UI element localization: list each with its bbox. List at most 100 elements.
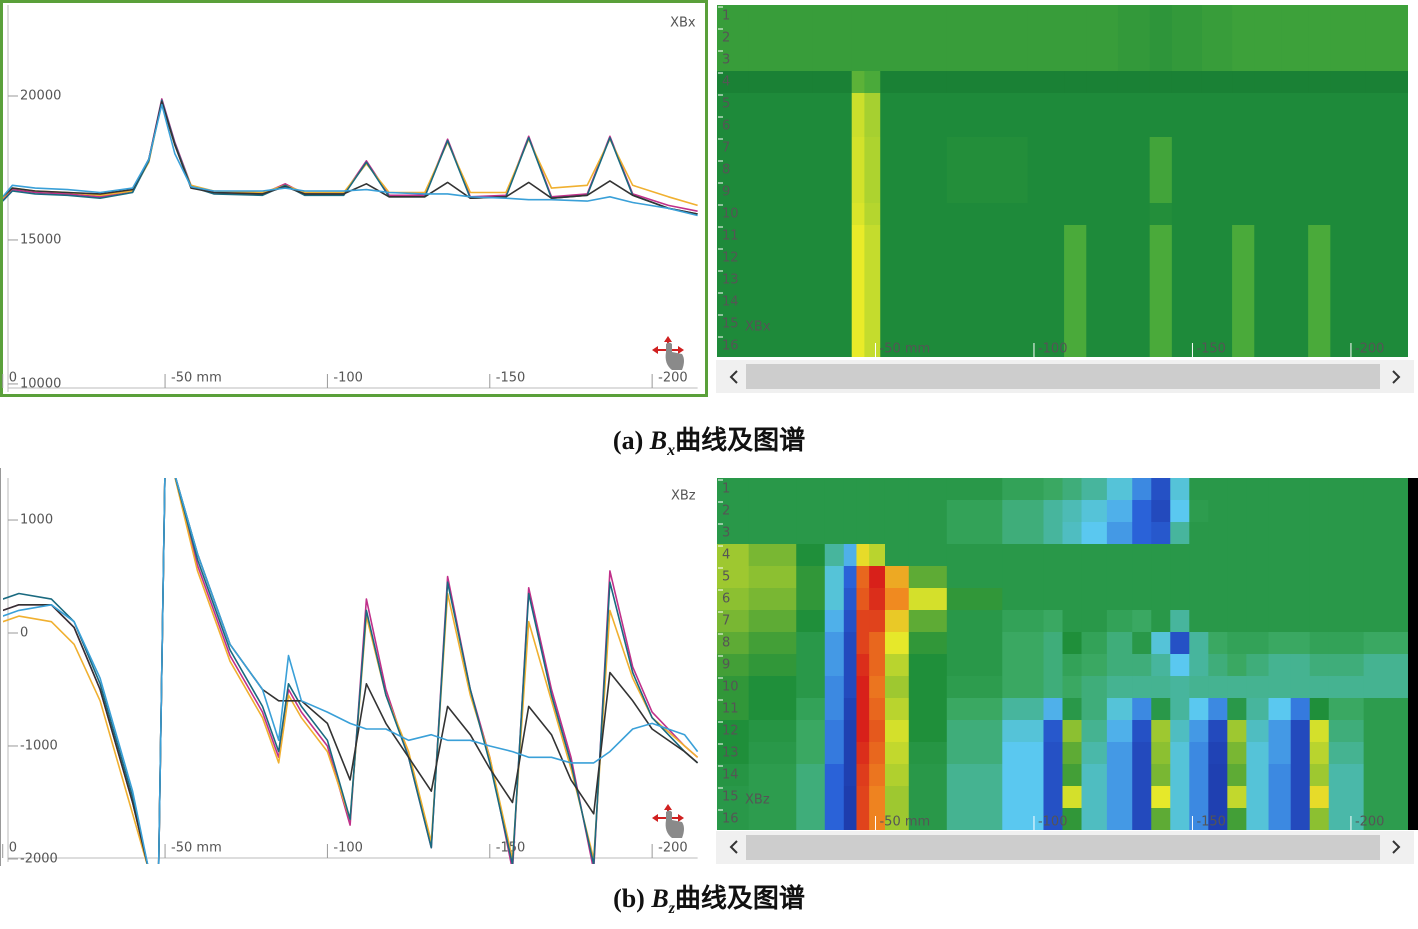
heatmap-cell [864,159,881,182]
heatmap-cell [1201,247,1233,270]
heatmap-cell [1309,676,1330,699]
heatmap-cell [1365,49,1408,72]
heatmap-cell [748,588,797,611]
heatmap-cell [1309,610,1330,633]
heatmap-cell [824,786,845,809]
heatmap-cell [1208,808,1228,830]
heatmap-cell [796,500,826,523]
row-label: 14 [722,295,739,310]
heatmap-cell [812,49,853,72]
heatmap-cell [824,676,845,699]
heatmap-cell [824,742,845,765]
heatmap-cell [1328,500,1365,523]
heatmap-cell [717,478,750,501]
row-label: 6 [722,119,730,134]
heatmap-cell [1132,522,1152,545]
heatmap-cell [884,500,910,523]
heatmap-cell [1189,764,1209,787]
heatmap-cell [1232,159,1255,182]
heatmap-cell [1227,632,1247,655]
heatmap-cell [717,27,750,50]
heatmap-cell [946,742,1003,765]
heatmap-cell [1308,269,1331,292]
heatmap-cell [824,632,845,655]
heatmap-cell [1027,49,1065,72]
heatmap-cell [717,522,750,545]
heatmap-cell [1308,49,1331,72]
heatmap-cell [1002,654,1045,677]
heatmap-cell [856,500,870,523]
heatmap-cell [1002,676,1045,699]
heatmap-cell [796,654,826,677]
heatmap-cell [824,522,845,545]
heatmap-cell [1308,225,1331,248]
heatmap-cell [1208,544,1228,567]
heatmap-cell [1290,764,1311,787]
heatmap-cell [1081,610,1108,633]
heatmap-cell [1151,698,1171,721]
heatmap-cell [1232,313,1255,336]
heatmap-cell [869,808,886,830]
heatmap-cell [1227,544,1247,567]
heatmap-cell [717,181,750,204]
scrollbar[interactable] [716,360,1414,393]
heatmap-cell [1232,137,1255,160]
scrollbar[interactable] [716,831,1414,864]
heatmap-cell [1151,764,1171,787]
heatmap-cell [1062,632,1083,655]
heatmap-cell [796,808,826,830]
heatmap-cell [1208,566,1228,589]
heatmap-cell [1086,159,1119,182]
heatmap-cell [1290,500,1311,523]
heatmap-cell [1086,269,1119,292]
heatmap-cell [812,335,853,357]
heatmap-cell [856,720,870,743]
heatmap-cell [908,544,948,567]
heatmap-cell [1149,159,1173,182]
heatmap-cell [824,808,845,830]
heatmap-cell [748,500,797,523]
heatmap-cell [1081,588,1108,611]
heatmap-cell [1171,291,1203,314]
heatmap-cell [796,698,826,721]
row-label: 4 [722,75,730,90]
heatmap-cell [1232,225,1255,248]
heatmap-cell [748,203,813,226]
heatmap-cell [1308,5,1331,28]
heatmap-cell [1254,335,1282,357]
heatmap-cell [1170,786,1190,809]
heatmap-cell [851,247,865,270]
heatmap-cell [1330,313,1366,336]
heatmap-cell [1189,698,1209,721]
heatmap-cell [1308,115,1331,138]
row-label: 9 [722,658,730,673]
heatmap-cell [1308,247,1331,270]
heatmap-cell [717,610,750,633]
heatmap-cell [1365,27,1408,50]
y-tick-label: 0 [20,626,28,641]
heatmap-cell [1232,203,1255,226]
heatmap-cell [851,93,865,116]
heatmap-cell [748,808,797,830]
heatmap-cell [1064,93,1087,116]
heatmap-cell [1132,632,1152,655]
heatmap-cell [1328,610,1365,633]
heatmap-cell [851,159,865,182]
move-icon[interactable] [652,336,684,370]
heatmap-cell [796,478,826,501]
heatmap-cell [1254,225,1282,248]
heatmap-cell [1254,115,1282,138]
heatmap-cell [1232,27,1255,50]
heatmap-cell [908,522,948,545]
heatmap-cell [1309,654,1330,677]
heatmap-cell [1363,478,1408,501]
heatmap-cell [1290,566,1311,589]
caption-text: 曲线及图谱 [675,426,806,455]
row-label: 9 [722,185,730,200]
heatmap-cell [1201,269,1233,292]
heatmap-cell [1106,522,1133,545]
move-icon[interactable] [652,804,684,838]
heatmap-cell [851,5,865,28]
heatmap-cell [1151,808,1171,830]
